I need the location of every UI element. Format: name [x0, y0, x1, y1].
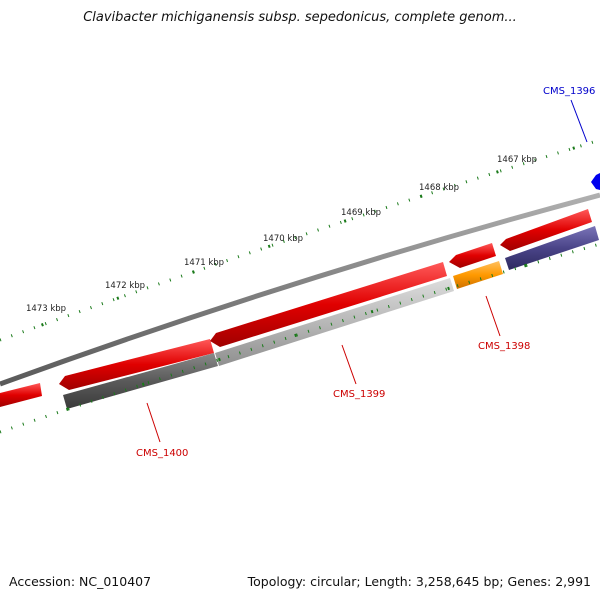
gene-arrow-cms-1398-forward [449, 243, 496, 268]
gene-arrow-cms-1400-forward [59, 339, 214, 390]
gene-block-cms-1399 [215, 278, 454, 366]
genome-backbone [0, 192, 600, 387]
gene-arrow-cms-1397-forward [500, 209, 592, 251]
accession-text: Accession: NC_010407 [9, 574, 152, 589]
gene-block-cms-1398 [453, 261, 503, 289]
ruler-label-1468: 1468 kbp [419, 183, 459, 193]
callout-line-cms-1398 [485, 295, 501, 337]
gene-label-cms-1400[interactable]: CMS_1400 [136, 448, 188, 459]
ruler-label-1471: 1471 kbp [184, 258, 224, 268]
ruler-label-1469: 1469 kbp [341, 208, 381, 218]
gene-label-cms-1398[interactable]: CMS_1398 [478, 341, 530, 352]
genome-summary-text: Topology: circular; Length: 3,258,645 bp… [247, 574, 591, 589]
ruler-label-1470: 1470 kbp [263, 234, 303, 244]
callout-line-cms-1399 [341, 344, 357, 385]
gene-label-cms-1396[interactable]: CMS_1396 [543, 86, 595, 97]
map-title: Clavibacter michiganensis subsp. sepedon… [83, 10, 517, 25]
gene-arrow-cms-1396 [591, 173, 600, 190]
callout-line-cms-1400 [146, 402, 161, 443]
gene-arrow-cms-1399-forward [210, 262, 447, 347]
inner-ruler-minor-ticks [0, 242, 600, 434]
ruler-label-1472: 1472 kbp [105, 281, 145, 291]
ruler-label-1473: 1473 kbp [26, 304, 66, 314]
callout-line-cms-1396 [570, 99, 588, 143]
gene-block-cms-1397 [505, 226, 599, 270]
gene-block-cms-1400 [63, 353, 218, 409]
ruler-label-1467: 1467 kbp [497, 155, 537, 165]
gene-label-cms-1399[interactable]: CMS_1399 [333, 389, 385, 400]
gene-arrow-left-edge [0, 383, 42, 407]
